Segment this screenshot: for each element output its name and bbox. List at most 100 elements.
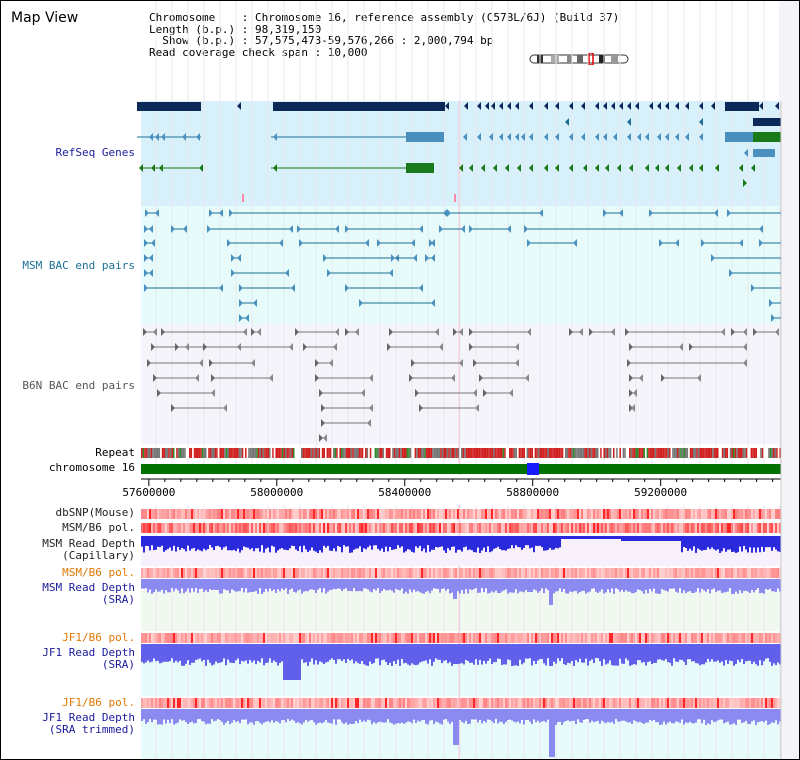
gene-arrow: [685, 133, 689, 141]
gene-arrow: [665, 102, 669, 110]
chromosome-label: chromosome 16: [48, 461, 135, 474]
bac-end: [239, 299, 243, 307]
bac-end: [473, 389, 477, 397]
axis-tick-label: 59200000: [634, 486, 687, 499]
bac-end: [675, 239, 679, 247]
jf1-depth-sra: [141, 644, 781, 680]
refseq-genes: [137, 102, 781, 202]
gene-arrow: [555, 102, 559, 110]
gene-arrow: [477, 102, 481, 110]
gene-arrow: [515, 102, 519, 110]
gene: [137, 102, 201, 111]
bac-end: [239, 314, 243, 322]
bac-end: [195, 374, 199, 382]
bac-end: [711, 254, 715, 262]
gene-arrow: [595, 133, 599, 141]
gene-arrow: [499, 102, 503, 110]
bac-end: [289, 343, 293, 351]
bac-end: [507, 225, 511, 233]
gene-arrow: [689, 164, 693, 172]
gene-arrow: [744, 149, 748, 157]
bac-end: [355, 328, 359, 336]
bac-end: [345, 328, 349, 336]
repeat-label: Repeat: [95, 446, 135, 459]
bac-end: [453, 328, 457, 336]
gene-arrow: [569, 102, 573, 110]
bac-end: [633, 389, 637, 397]
bac-end: [579, 328, 583, 336]
bac-end: [525, 374, 529, 382]
bac-end: [631, 404, 635, 412]
gene-arrow: [464, 102, 468, 110]
bac-end: [527, 239, 531, 247]
bac-end: [515, 359, 519, 367]
bac-end: [443, 209, 447, 217]
bac-end: [251, 359, 255, 367]
gene-arrow: [645, 164, 649, 172]
bac-end: [589, 328, 593, 336]
gene-arrow: [603, 102, 607, 110]
bac-end: [639, 374, 643, 382]
bac-end: [335, 328, 339, 336]
bac-end: [727, 209, 731, 217]
bac-end: [701, 239, 705, 247]
gene-arrow: [711, 102, 715, 110]
gene-arrow: [627, 118, 631, 126]
gene-arrow: [613, 133, 617, 141]
gene-arrow: [759, 102, 763, 110]
gene: [725, 132, 753, 142]
msm-depth-capillary-label: MSM Read Depth (Capillary): [42, 537, 135, 562]
msm-bac-track-bg: [141, 206, 781, 324]
page-title: Map View: [11, 10, 79, 26]
gene-arrow: [529, 133, 533, 141]
jf1-depth-trim: [141, 709, 781, 757]
gene-arrow: [151, 164, 155, 172]
bac-end: [149, 269, 153, 277]
gene-arrow: [182, 133, 186, 141]
bac-end: [603, 209, 607, 217]
bac-end: [697, 374, 701, 382]
gene-arrow: [161, 133, 165, 141]
msm-pol-heat: [141, 523, 781, 533]
gene-arrow: [751, 164, 755, 172]
right-gutter: [781, 1, 799, 759]
bac-end: [253, 299, 257, 307]
bac-end: [743, 343, 747, 351]
gene-arrow: [155, 133, 159, 141]
gene: [753, 132, 781, 142]
bac-end: [469, 343, 473, 351]
bac-end: [473, 359, 477, 367]
bac-end: [387, 343, 391, 351]
gene-arrow: [739, 164, 743, 172]
bac-end: [239, 284, 243, 292]
bac-end: [627, 359, 631, 367]
bac-end: [211, 374, 215, 382]
gene-arrow: [469, 164, 473, 172]
bac-end: [475, 404, 479, 412]
bac-end: [269, 374, 273, 382]
bac-end: [243, 328, 247, 336]
gene-arrow: [199, 164, 203, 172]
bac-end: [483, 389, 487, 397]
gene-tick: [454, 194, 456, 202]
gene-arrow: [583, 164, 587, 172]
msm-depth-sra-label: MSM Read Depth (SRA): [42, 581, 135, 606]
bac-end: [469, 225, 473, 233]
bac-end: [231, 269, 235, 277]
gene-arrow: [521, 133, 525, 141]
b6n-bac-label: B6N BAC end pairs: [22, 379, 135, 392]
bac-end: [345, 225, 349, 233]
bac-end: [425, 254, 429, 262]
gene-arrow: [529, 102, 533, 110]
bac-end: [144, 239, 148, 247]
bac-end: [185, 343, 189, 351]
gene-arrow: [273, 164, 277, 172]
bac-end: [459, 328, 463, 336]
bac-end: [361, 389, 365, 397]
bac-end: [329, 359, 333, 367]
gene-arrow: [139, 164, 143, 172]
gene: [753, 149, 775, 157]
bac-end: [739, 239, 743, 247]
gene: [406, 163, 434, 173]
